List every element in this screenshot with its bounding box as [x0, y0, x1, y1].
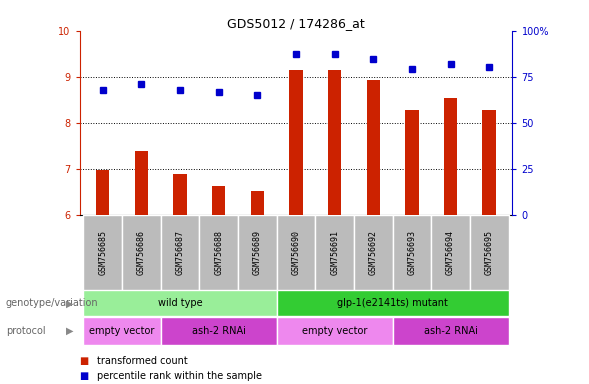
- Bar: [393, 317, 508, 345]
- Text: ■: ■: [80, 356, 89, 366]
- Text: GSM756690: GSM756690: [292, 230, 300, 275]
- Bar: [84, 290, 277, 316]
- Bar: [444, 98, 457, 215]
- Bar: [96, 170, 110, 215]
- Text: ▶: ▶: [66, 326, 73, 336]
- Bar: [431, 215, 470, 290]
- Text: GSM756694: GSM756694: [446, 230, 455, 275]
- Bar: [315, 215, 354, 290]
- Bar: [328, 70, 342, 215]
- Text: ▶: ▶: [66, 298, 73, 308]
- Bar: [405, 110, 419, 215]
- Title: GDS5012 / 174286_at: GDS5012 / 174286_at: [227, 17, 365, 30]
- Text: genotype/variation: genotype/variation: [6, 298, 98, 308]
- Text: glp-1(e2141ts) mutant: glp-1(e2141ts) mutant: [337, 298, 448, 308]
- Bar: [238, 215, 277, 290]
- Bar: [84, 215, 122, 290]
- Text: GSM756693: GSM756693: [408, 230, 416, 275]
- Bar: [277, 290, 508, 316]
- Bar: [354, 215, 393, 290]
- Text: wild type: wild type: [158, 298, 203, 308]
- Text: protocol: protocol: [6, 326, 45, 336]
- Text: GSM756695: GSM756695: [485, 230, 494, 275]
- Text: GSM756686: GSM756686: [137, 230, 146, 275]
- Text: GSM756687: GSM756687: [176, 230, 184, 275]
- Text: ash-2 RNAi: ash-2 RNAi: [423, 326, 478, 336]
- Bar: [84, 317, 161, 345]
- Text: GSM756689: GSM756689: [253, 230, 262, 275]
- Bar: [482, 110, 496, 215]
- Bar: [289, 70, 303, 215]
- Text: percentile rank within the sample: percentile rank within the sample: [97, 371, 262, 381]
- Text: ash-2 RNAi: ash-2 RNAi: [192, 326, 246, 336]
- Bar: [470, 215, 508, 290]
- Bar: [212, 187, 226, 215]
- Text: GSM756692: GSM756692: [369, 230, 378, 275]
- Bar: [161, 317, 277, 345]
- Text: GSM756688: GSM756688: [214, 230, 223, 275]
- Bar: [250, 191, 264, 215]
- Text: ■: ■: [80, 371, 89, 381]
- Text: empty vector: empty vector: [90, 326, 155, 336]
- Bar: [393, 215, 431, 290]
- Text: empty vector: empty vector: [302, 326, 368, 336]
- Bar: [135, 151, 148, 215]
- Bar: [161, 215, 199, 290]
- Bar: [277, 215, 315, 290]
- Text: transformed count: transformed count: [97, 356, 188, 366]
- Bar: [173, 174, 187, 215]
- Text: GSM756691: GSM756691: [330, 230, 339, 275]
- Bar: [366, 81, 380, 215]
- Text: GSM756685: GSM756685: [98, 230, 107, 275]
- Bar: [199, 215, 238, 290]
- Bar: [277, 317, 393, 345]
- Bar: [122, 215, 161, 290]
